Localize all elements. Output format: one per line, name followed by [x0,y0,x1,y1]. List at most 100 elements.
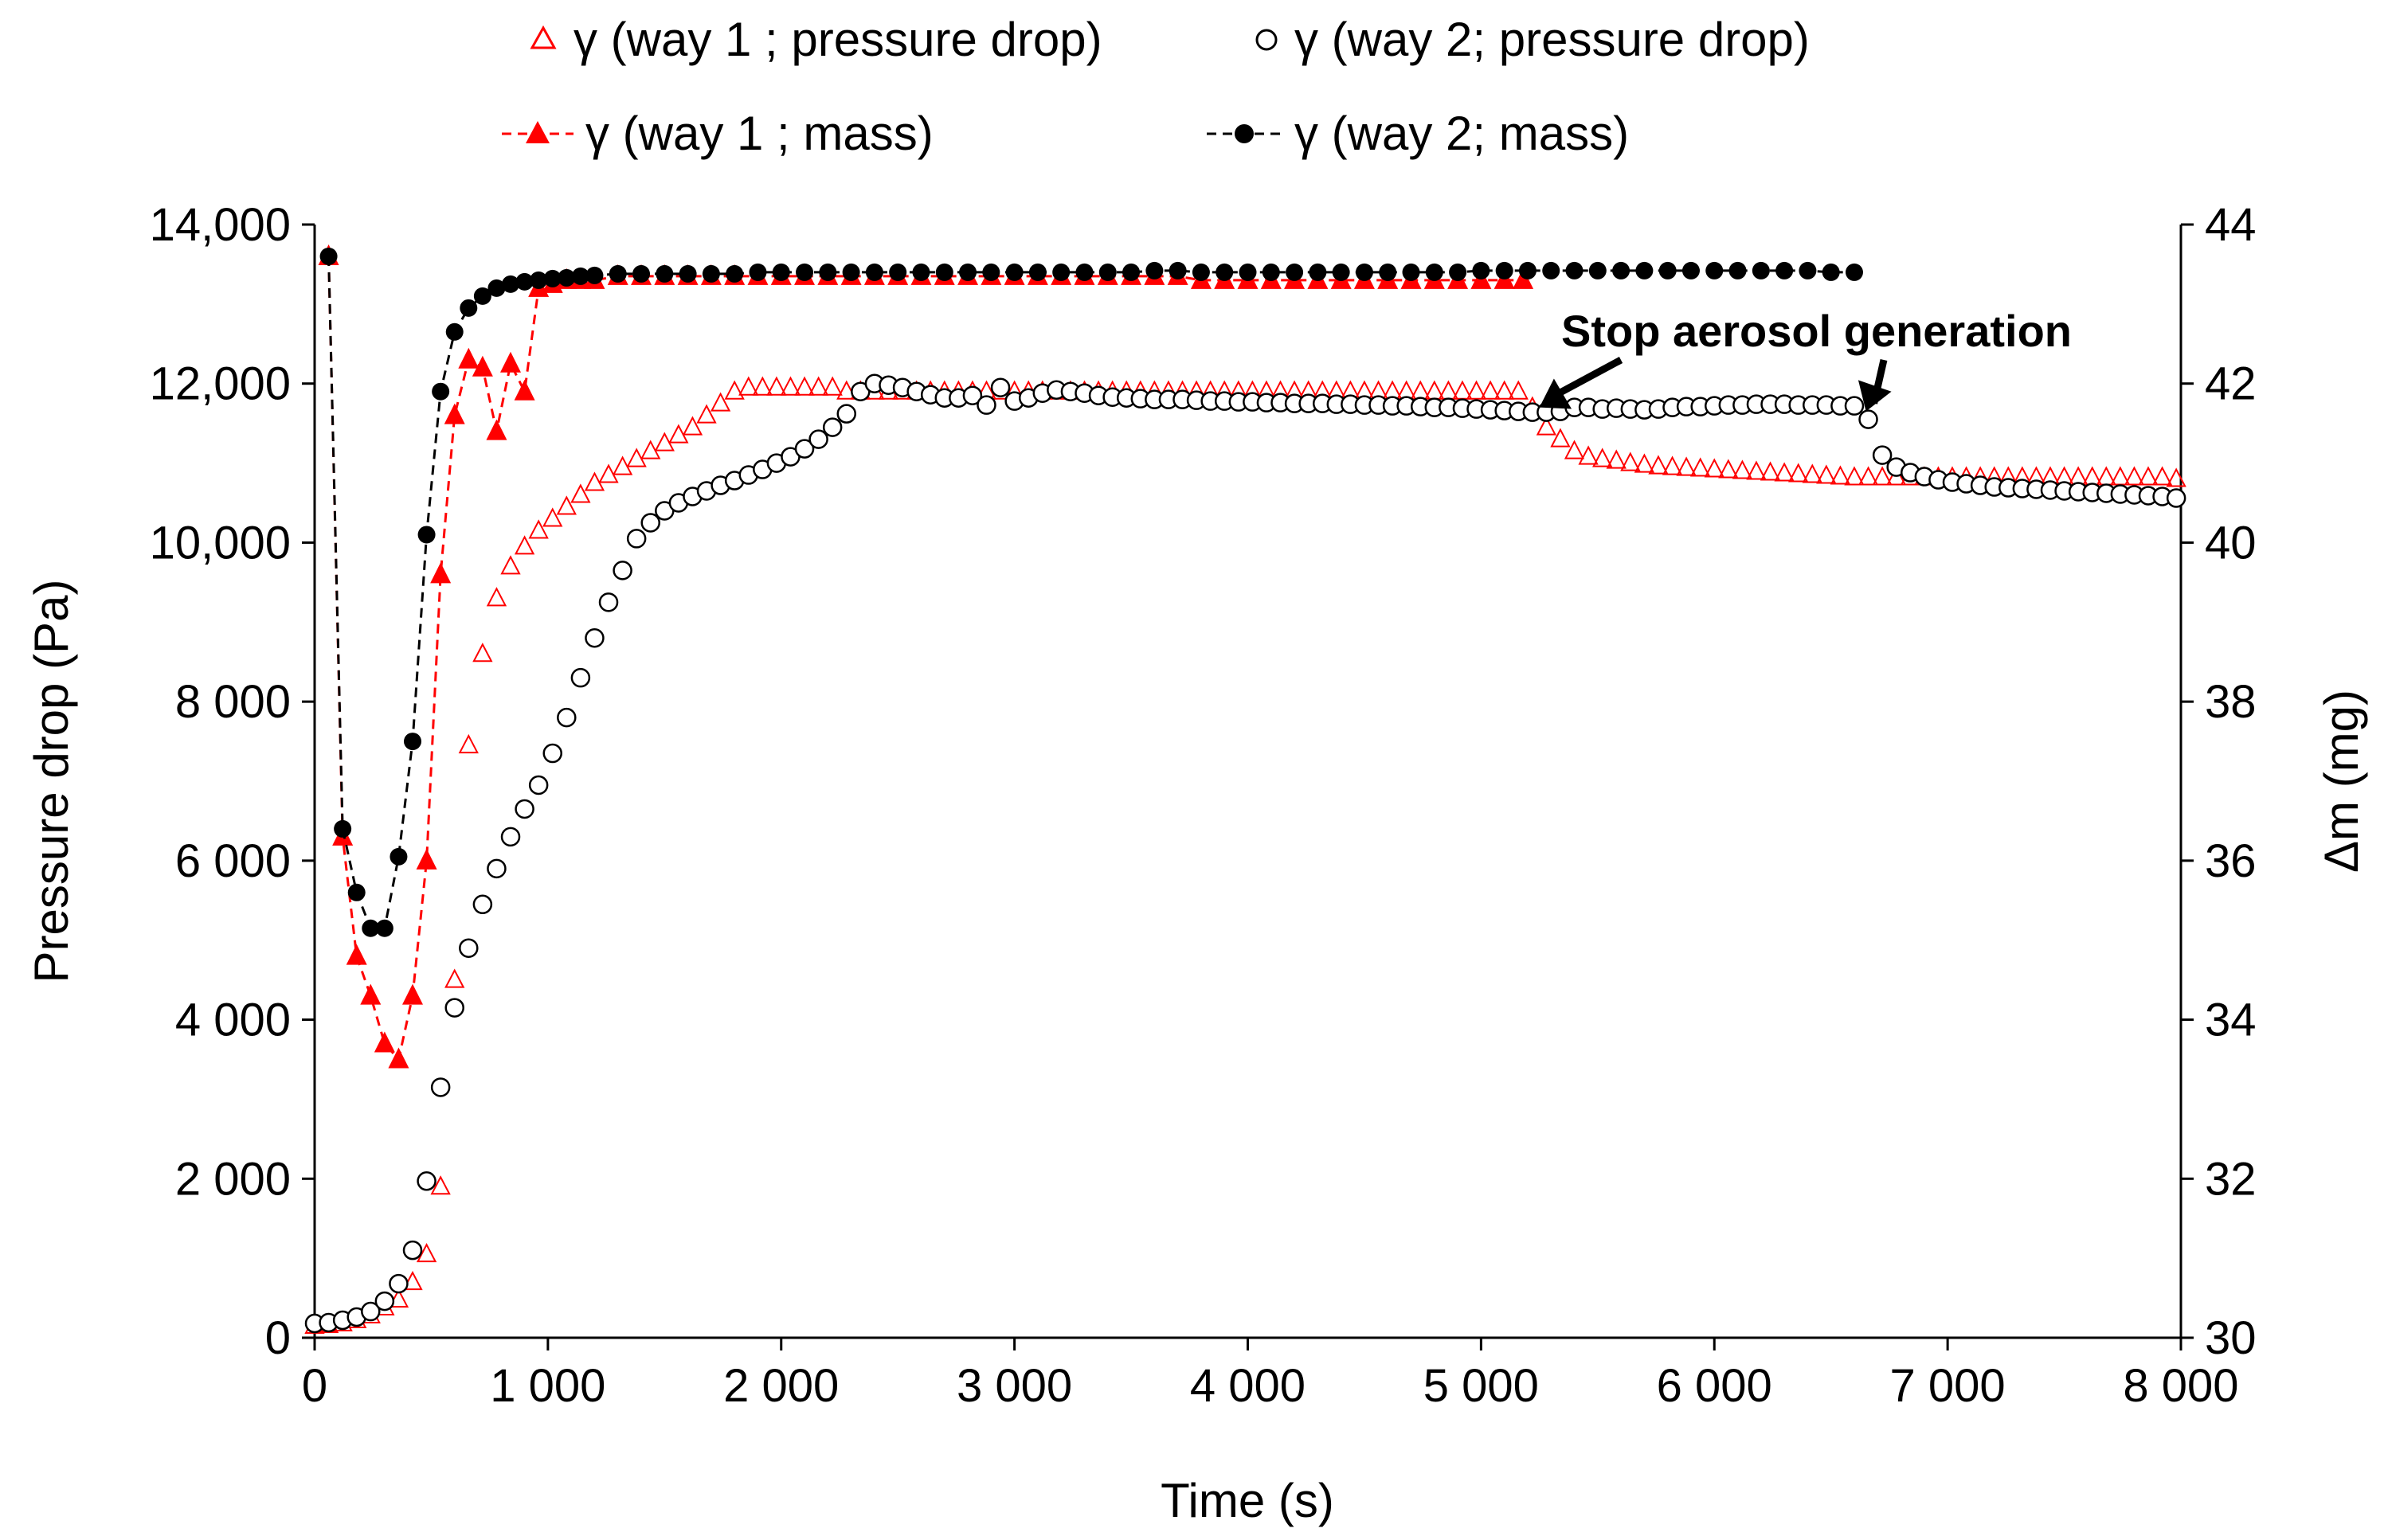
data-point-triangle-open [1760,461,1781,481]
data-point-circle-filled [1192,263,1210,281]
data-point-circle-filled [772,263,790,281]
data-point-circle-filled [1379,263,1397,281]
data-point-triangle-filled [388,1047,409,1069]
data-point-triangle-open [458,733,479,754]
data-point-circle-filled [609,264,627,283]
data-point-triangle-filled [346,944,367,965]
y-right-tick-label: 38 [2205,676,2257,728]
data-point-circle-filled [445,322,464,341]
data-point-triangle-open [612,455,633,475]
legend-label-way1-pressure: γ (way 1 ; pressure drop) [574,13,1102,66]
data-point-triangle-filled [444,403,465,424]
data-point-circle-filled [1286,263,1304,281]
legend-item-way1-pressure: γ (way 1 ; pressure drop) [530,13,1102,66]
data-point-circle-open [585,628,605,648]
data-point-circle-filled [530,271,548,289]
y-right-axis-title: Δm (mg) [2315,690,2368,873]
data-point-circle-filled [404,733,422,751]
y-left-tick-label: 14,000 [150,199,291,251]
data-point-triangle-open [766,376,787,396]
data-point-circle-open [977,395,996,415]
data-point-circle-filled [1845,263,1863,281]
data-point-triangle-open [542,507,563,527]
x-axis-title: Time (s) [1161,1474,1334,1527]
data-point-triangle-open [598,463,619,483]
data-point-circle-filled [1216,263,1234,281]
data-point-triangle-open [1732,459,1753,479]
data-point-circle-filled [1612,261,1630,279]
data-point-circle-open [613,561,632,580]
data-point-triangle-open [388,1288,409,1308]
legend-label-way2-pressure: γ (way 2; pressure drop) [1294,13,1810,66]
x-tick-label: 0 [302,1360,327,1412]
y-left-axis-title: Pressure drop (Pa) [25,580,78,983]
data-point-circle-filled [1309,263,1327,281]
data-point-triangle-open [1550,428,1571,448]
data-point-circle-filled [390,847,408,866]
data-point-circle-filled [959,263,977,281]
data-point-circle-filled [935,263,953,281]
y-right-tick-label: 44 [2205,199,2257,251]
data-point-circle-filled [543,269,562,287]
data-point-triangle-filled [486,419,507,440]
data-point-triangle-filled [472,355,493,377]
data-point-circle-open [626,529,647,549]
data-point-circle-open [794,439,815,459]
legend-label-way1-mass: γ (way 1 ; mass) [585,107,934,160]
data-point-triangle-open [710,392,731,412]
data-point-circle-filled [319,247,338,265]
legend-item-way1-mass: γ (way 1 ; mass) [502,107,934,160]
y-right-tick-label: 36 [2205,835,2257,887]
x-tick-label: 1 000 [490,1360,605,1412]
data-point-triangle-open [1886,466,1907,486]
data-point-triangle-open [486,587,507,607]
data-point-triangle-open [794,376,815,396]
data-point-triangle-open [1844,466,1865,486]
data-point-circle-filled [1658,261,1677,279]
data-point-triangle-filled [402,983,424,1005]
data-point-triangle-open [822,376,843,396]
data-point-triangle-open [1634,453,1655,473]
data-point-triangle-open [2138,466,2159,486]
data-point-circle-filled [362,919,380,937]
data-point-triangle-open [1872,466,1893,486]
data-point-triangle-open [1676,456,1697,476]
data-point-circle-filled [1332,263,1350,281]
data-point-circle-filled [1028,263,1047,281]
annotation-text: Stop aerosol generation [1561,306,2072,356]
data-point-circle-filled [982,263,1000,281]
data-point-triangle-open [500,555,521,575]
y-left-tick-label: 2 000 [175,1153,291,1205]
data-point-circle-open [361,1301,381,1322]
data-point-circle-open [1872,445,1893,465]
data-point-circle-open [640,513,660,533]
data-point-circle-filled [1052,263,1071,281]
data-point-circle-filled [1169,261,1187,279]
annotation-arrows [1539,357,1892,412]
data-point-triangle-open [1536,416,1557,436]
data-point-circle-open [500,827,521,847]
data-point-circle-open [389,1273,409,1294]
x-tick-label: 2 000 [723,1360,839,1412]
data-point-circle-filled [347,883,366,901]
data-point-circle-filled [702,264,720,283]
data-point-triangle-filled [430,562,452,584]
data-point-triangle-open [808,376,829,396]
annotation: Stop aerosol generation [1539,306,2072,412]
data-point-circle-open [487,858,507,879]
data-point-circle-filled [1588,261,1607,279]
data-point-triangle-open [780,376,801,396]
data-point-circle-filled [1822,263,1840,281]
data-point-circle-filled [1775,261,1794,279]
data-point-triangle-open [696,404,717,424]
legend: γ (way 1 ; pressure drop) γ (way 2; pres… [502,13,1810,160]
data-point-triangle-filled [458,347,480,369]
legend-label-way2-mass: γ (way 2; mass) [1294,107,1629,160]
data-point-triangle-open [402,1270,423,1291]
data-point-circle-open [542,743,562,764]
data-point-triangle-open [1718,459,1739,479]
data-point-circle-filled [912,263,930,281]
x-tick-label: 6 000 [1657,1360,1772,1412]
data-point-circle-filled [1681,261,1700,279]
